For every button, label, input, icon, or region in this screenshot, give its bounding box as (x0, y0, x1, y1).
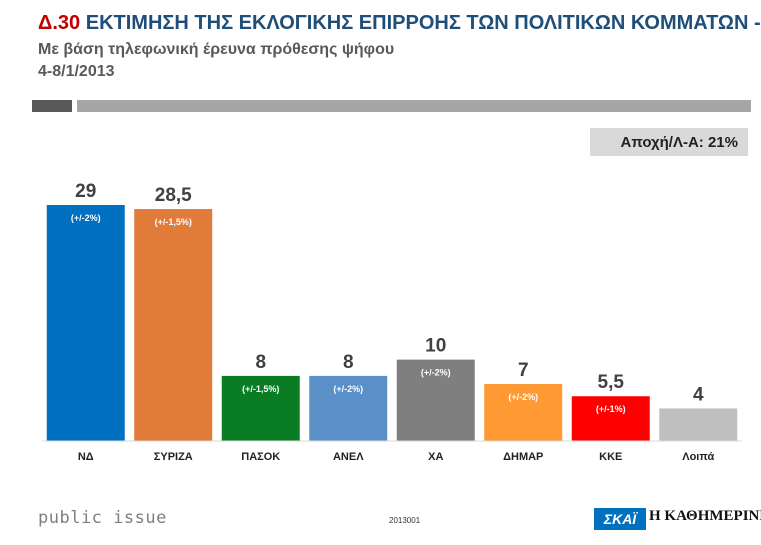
margin-label-1: (+/-1,5%) (155, 217, 192, 227)
bar-1 (134, 209, 213, 441)
category-label-5: ΔΗΜΑΡ (503, 451, 543, 463)
value-label-7: 4 (693, 384, 704, 405)
public-issue-logo: public issue (38, 508, 167, 528)
bar-6 (571, 396, 650, 441)
header-divider-light (77, 100, 751, 112)
margin-label-6: (+/-1%) (596, 404, 626, 414)
margin-label-3: (+/-2%) (333, 384, 363, 394)
category-label-2: ΠΑΣΟΚ (241, 451, 280, 463)
margin-label-4: (+/-2%) (421, 368, 451, 378)
value-label-2: 8 (255, 352, 266, 373)
category-label-4: ΧΑ (428, 451, 443, 463)
category-label-6: ΚΚΕ (599, 451, 622, 463)
bar-2 (221, 375, 300, 441)
bar-4 (396, 359, 475, 441)
chart-title-text: ΕΚΤΙΜΗΣΗ ΤΗΣ ΕΚΛΟΓΙΚΗΣ ΕΠΙΡΡΟΗΣ ΤΩΝ ΠΟΛΙ… (85, 12, 761, 34)
category-label-1: ΣΥΡΙΖΑ (154, 451, 193, 463)
skai-logo: ΣΚΑΪ (594, 508, 646, 530)
margin-label-2: (+/-1,5%) (242, 384, 279, 394)
value-label-0: 29 (75, 181, 96, 202)
bar-3 (309, 375, 388, 441)
category-label-0: ΝΔ (78, 451, 94, 463)
bar-7 (659, 408, 738, 441)
chart-code: Δ.30 (38, 12, 81, 34)
chart-title: Δ.30 ΕΚΤΙΜΗΣΗ ΤΗΣ ΕΚΛΟΓΙΚΗΣ ΕΠΙΡΡΟΗΣ ΤΩΝ… (38, 12, 761, 35)
chart-subtitle: Με βάση τηλεφωνική έρευνα πρόθεσης ψήφου (38, 41, 395, 58)
bar-5 (484, 384, 563, 441)
value-label-5: 7 (518, 360, 529, 381)
margin-label-5: (+/-2%) (508, 392, 538, 402)
kathimerini-logo: Η ΚΑΘΗΜΕΡΙΝΗ (649, 508, 761, 524)
bar-0 (46, 205, 125, 441)
value-label-6: 5,5 (598, 372, 625, 393)
margin-label-0: (+/-2%) (71, 213, 101, 223)
value-label-4: 10 (425, 336, 446, 357)
header-divider-dark (32, 100, 72, 112)
survey-date: 4-8/1/2013 (38, 63, 115, 80)
category-label-3: ΑΝΕΛ (333, 451, 364, 463)
value-label-1: 28,5 (155, 185, 192, 206)
report-code: 2013001 (389, 516, 421, 525)
category-label-7: Λοιπά (682, 451, 714, 463)
abstention-badge: Αποχή/Λ-Α: 21% (590, 128, 748, 156)
value-label-3: 8 (343, 352, 354, 373)
